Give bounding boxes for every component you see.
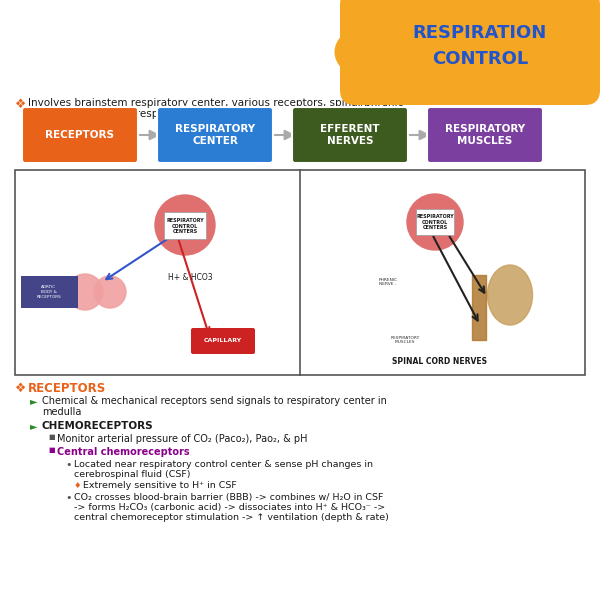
Text: Extremely sensitive to H⁺ in CSF: Extremely sensitive to H⁺ in CSF — [83, 481, 237, 490]
FancyBboxPatch shape — [21, 276, 78, 308]
Text: Monitor arterial pressure of CO₂ (Paco₂), Pao₂, & pH: Monitor arterial pressure of CO₂ (Paco₂)… — [57, 434, 308, 444]
Text: RESPIRATORY
MUSCLES: RESPIRATORY MUSCLES — [391, 335, 419, 344]
Circle shape — [67, 274, 103, 310]
Text: RESPIRATORY
CENTER: RESPIRATORY CENTER — [175, 124, 255, 146]
FancyBboxPatch shape — [15, 170, 585, 375]
Text: RESPIRATION: RESPIRATION — [413, 24, 547, 42]
Text: ■: ■ — [48, 447, 55, 453]
Text: AORTIC
BODY &
RECEPTORS: AORTIC BODY & RECEPTORS — [37, 286, 61, 299]
Text: ►: ► — [30, 396, 37, 406]
Circle shape — [155, 195, 215, 255]
Text: nerves,: nerves, — [28, 109, 70, 119]
Text: RESPIRATORY
CONTROL
CENTERS: RESPIRATORY CONTROL CENTERS — [166, 218, 204, 234]
FancyBboxPatch shape — [164, 212, 206, 239]
Text: RESPIRATORY
MUSCLES: RESPIRATORY MUSCLES — [445, 124, 525, 146]
Text: Central chemoreceptors: Central chemoreceptors — [57, 447, 190, 457]
Text: RESPIRATORY
CONTROL
CENTERS: RESPIRATORY CONTROL CENTERS — [416, 214, 454, 230]
Text: EFFERENT
NERVES: EFFERENT NERVES — [320, 124, 380, 146]
Text: Chemical & mechanical receptors send signals to respiratory center in: Chemical & mechanical receptors send sig… — [42, 396, 387, 406]
Text: medulla: medulla — [42, 407, 82, 417]
Ellipse shape — [487, 265, 533, 325]
Text: CO₂ crosses blood-brain barrier (BBB) -> combines w/ H₂O in CSF: CO₂ crosses blood-brain barrier (BBB) ->… — [74, 493, 383, 502]
FancyBboxPatch shape — [157, 107, 273, 163]
Text: SPINAL CORD NERVES: SPINAL CORD NERVES — [392, 357, 487, 366]
Text: ❖: ❖ — [15, 382, 26, 395]
Text: central chemoreceptor stimulation -> ↑ ventilation (depth & rate): central chemoreceptor stimulation -> ↑ v… — [74, 513, 389, 522]
FancyBboxPatch shape — [416, 209, 454, 235]
Text: Involves brainstem respiratory center, various receptors, spinal/phrenic: Involves brainstem respiratory center, v… — [28, 98, 403, 108]
Text: ►: ► — [30, 421, 37, 431]
Text: ❖: ❖ — [15, 98, 26, 111]
Text: •: • — [65, 460, 71, 470]
FancyBboxPatch shape — [191, 328, 255, 354]
Text: RECEPTORS: RECEPTORS — [46, 130, 115, 140]
FancyBboxPatch shape — [22, 107, 138, 163]
Circle shape — [407, 194, 463, 250]
Text: vagus: vagus — [62, 109, 93, 119]
Text: -> forms H₂CO₃ (carbonic acid) -> dissociates into H⁺ & HCO₃⁻ ->: -> forms H₂CO₃ (carbonic acid) -> dissoc… — [74, 503, 385, 512]
Text: cerebrospinal fluid (CSF): cerebrospinal fluid (CSF) — [74, 470, 191, 479]
Text: H+ & HCO3: H+ & HCO3 — [167, 274, 212, 283]
Text: Located near respiratory control center & sense pH changes in: Located near respiratory control center … — [74, 460, 373, 469]
Text: nerve, respiratory muscles: nerve, respiratory muscles — [96, 109, 239, 119]
Bar — [472, 275, 486, 340]
Ellipse shape — [335, 28, 389, 76]
Text: •: • — [65, 493, 71, 503]
Text: CHEMORECEPTORS: CHEMORECEPTORS — [42, 421, 154, 431]
Text: ♦: ♦ — [74, 481, 82, 490]
FancyBboxPatch shape — [427, 107, 543, 163]
Text: CONTROL: CONTROL — [432, 50, 528, 68]
Text: PHRENIC
NERVE -: PHRENIC NERVE - — [379, 278, 398, 286]
Circle shape — [94, 276, 126, 308]
Text: RECEPTORS: RECEPTORS — [28, 382, 106, 395]
Text: ■: ■ — [48, 434, 55, 440]
Text: CAPILLARY: CAPILLARY — [204, 338, 242, 343]
FancyBboxPatch shape — [292, 107, 408, 163]
FancyBboxPatch shape — [340, 0, 600, 105]
